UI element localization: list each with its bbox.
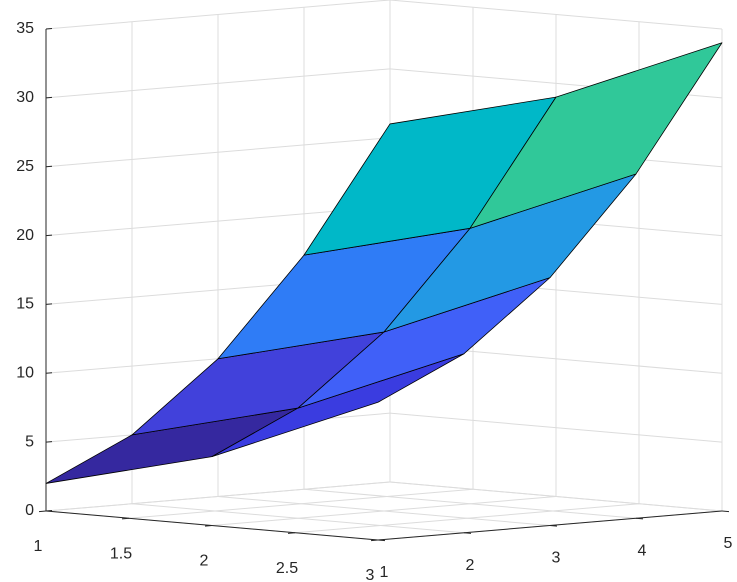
z-tick-label: 10 bbox=[16, 365, 34, 382]
x-tick bbox=[549, 525, 558, 527]
grid-line bbox=[45, 68, 391, 99]
z-tick bbox=[45, 372, 53, 374]
x-tick bbox=[721, 510, 730, 513]
z-tick-label: 5 bbox=[25, 433, 34, 450]
y-tick-label: 1.5 bbox=[110, 545, 132, 562]
y-tick bbox=[204, 525, 213, 527]
grid-line bbox=[389, 0, 723, 30]
grid-line bbox=[128, 488, 474, 519]
z-tick bbox=[45, 441, 53, 443]
x-tick-label: 2 bbox=[466, 557, 475, 574]
y-tick bbox=[287, 532, 296, 534]
y-tick bbox=[121, 517, 130, 520]
x-tick bbox=[463, 532, 472, 534]
y-tick bbox=[370, 539, 379, 542]
y-tick-label: 2 bbox=[200, 553, 209, 570]
y-tick bbox=[38, 510, 47, 513]
z-tick-label: 20 bbox=[16, 227, 34, 244]
grid-line bbox=[211, 496, 557, 526]
z-tick bbox=[45, 96, 53, 99]
grid-line bbox=[389, 412, 723, 443]
grid-line bbox=[294, 503, 640, 534]
y-tick-label: 2.5 bbox=[276, 560, 298, 577]
x-tick-label: 5 bbox=[724, 535, 733, 552]
x-tick bbox=[635, 517, 644, 520]
y-tick-label: 3 bbox=[366, 567, 375, 582]
grid-line bbox=[389, 481, 723, 512]
z-tick bbox=[45, 303, 53, 305]
z-tick-label: 15 bbox=[16, 296, 34, 313]
z-tick-label: 25 bbox=[16, 158, 34, 175]
x-tick bbox=[377, 539, 386, 542]
z-tick bbox=[45, 165, 53, 168]
grid-line bbox=[45, 481, 391, 512]
z-tick bbox=[45, 234, 53, 237]
x-tick-label: 3 bbox=[552, 550, 561, 567]
grid-line bbox=[45, 137, 391, 168]
z-tick bbox=[45, 510, 53, 512]
x-tick-label: 4 bbox=[638, 542, 647, 559]
grid-line bbox=[45, 0, 391, 30]
z-tick bbox=[45, 28, 53, 30]
z-tick-label: 0 bbox=[25, 502, 34, 519]
surface-face bbox=[469, 42, 723, 229]
z-tick-label: 30 bbox=[16, 89, 34, 106]
y-tick-label: 1 bbox=[34, 538, 43, 555]
z-tick-label: 35 bbox=[16, 20, 34, 37]
x-tick-label: 1 bbox=[380, 564, 389, 581]
